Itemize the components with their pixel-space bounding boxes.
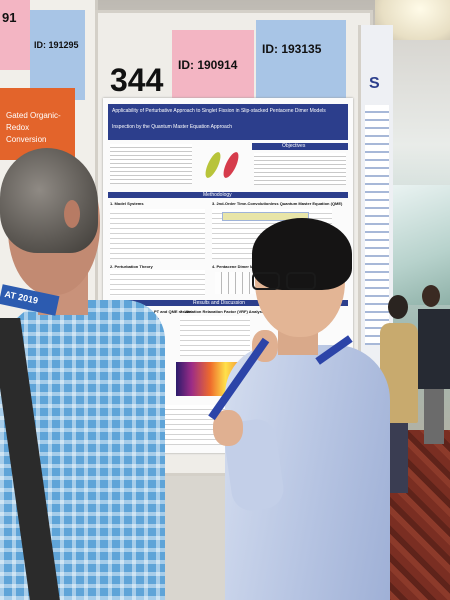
woman-head — [388, 295, 408, 319]
left-poster-pink-tag: 91 — [0, 0, 30, 70]
man-left-ear — [64, 200, 80, 228]
methodology-bar: Methodology — [108, 192, 348, 198]
results-label: Results and Discussion — [193, 300, 245, 306]
objectives-header: Objectives — [252, 143, 348, 150]
molecule-left — [203, 150, 224, 180]
poster-title-bar: Applicability of Perturbative Approach t… — [108, 104, 348, 140]
molecule-right — [221, 150, 242, 180]
objectives-label: Objectives — [282, 143, 305, 149]
results-text — [180, 316, 250, 356]
tag-pink-id: ID: 190914 — [178, 58, 237, 72]
presenter-glasses — [252, 272, 320, 288]
subsection-model-systems: 1. Model Systems — [110, 201, 144, 206]
background-person-man — [418, 285, 450, 445]
left-tag-text: 91 — [2, 10, 16, 25]
intro-text-block — [110, 144, 192, 184]
man-legs — [424, 389, 444, 444]
tag-blue-id: ID: 193135 — [262, 42, 321, 56]
right-poster-letter: S — [369, 75, 380, 93]
subsection-vrf: 2. Variation Relaxation Factor (VRF) Ana… — [180, 309, 265, 314]
model-systems-equations — [110, 209, 205, 259]
abstract-tag-blue: ID: 193135 — [256, 20, 346, 98]
glasses-left-lens — [252, 272, 280, 290]
subsection-perturbation: 2. Perturbation Theory — [110, 264, 153, 269]
objectives-text — [254, 153, 346, 185]
man-left-hair — [0, 148, 98, 253]
left-poster-blue-tag: ID: 191295 — [30, 10, 85, 100]
subsection-qme: 3. 2nd-Order Time-Convolutionless Quantu… — [212, 201, 342, 206]
woman-legs — [388, 423, 408, 493]
man-body — [418, 309, 450, 389]
methodology-label: Methodology — [203, 192, 232, 198]
left-tag-id: ID: 191295 — [34, 40, 79, 50]
board-number: 344 — [110, 62, 163, 99]
lanyard-text: AT 2019 — [4, 289, 39, 306]
poster-title-line2: Inspection by the Quantum Master Equatio… — [112, 124, 344, 130]
perturbation-text — [110, 270, 205, 296]
molecule-diagram — [195, 145, 250, 185]
left-banner-text: Gated Organic-Redox Conversion — [6, 110, 71, 146]
man-head — [422, 285, 440, 307]
glasses-right-lens — [286, 272, 316, 290]
poster-title-line1: Applicability of Perturbative Approach t… — [112, 108, 344, 115]
abstract-tag-pink: ID: 190914 — [172, 30, 254, 105]
